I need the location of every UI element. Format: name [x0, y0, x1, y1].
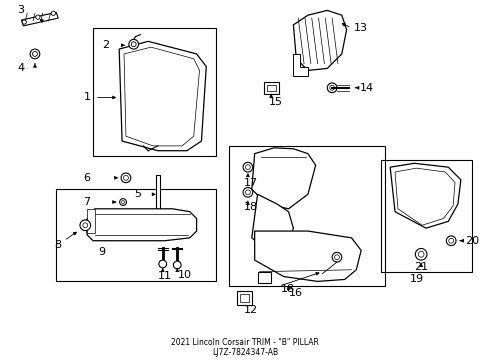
Bar — [240, 294, 249, 302]
Circle shape — [36, 15, 40, 19]
Text: 2: 2 — [102, 40, 109, 50]
Circle shape — [159, 260, 167, 268]
Text: 19: 19 — [410, 274, 424, 284]
Text: 18: 18 — [244, 202, 258, 212]
Circle shape — [418, 251, 424, 257]
Circle shape — [123, 175, 128, 180]
Text: 16: 16 — [289, 288, 302, 298]
Text: 10: 10 — [178, 270, 192, 280]
Circle shape — [129, 39, 139, 49]
Bar — [228, 146, 385, 286]
Bar — [265, 82, 279, 94]
Circle shape — [30, 49, 40, 59]
Circle shape — [327, 83, 337, 93]
Bar — [237, 291, 252, 305]
Circle shape — [243, 162, 253, 172]
Text: 3: 3 — [18, 5, 24, 15]
Circle shape — [32, 51, 37, 57]
Circle shape — [243, 188, 253, 197]
Polygon shape — [85, 209, 196, 241]
Bar — [258, 272, 271, 283]
Polygon shape — [252, 194, 294, 252]
Circle shape — [131, 42, 136, 47]
Text: 8: 8 — [54, 240, 61, 249]
Text: 17: 17 — [244, 178, 258, 188]
Circle shape — [83, 223, 88, 228]
Circle shape — [80, 220, 91, 230]
Polygon shape — [255, 231, 361, 282]
Bar — [381, 161, 472, 272]
Circle shape — [245, 165, 250, 170]
Polygon shape — [294, 10, 346, 71]
Text: 7: 7 — [83, 197, 91, 207]
Text: 6: 6 — [83, 173, 90, 183]
Polygon shape — [22, 12, 58, 26]
Text: 5: 5 — [134, 189, 142, 199]
Polygon shape — [390, 163, 461, 228]
Text: 11: 11 — [158, 271, 172, 280]
Circle shape — [173, 261, 181, 269]
Polygon shape — [156, 175, 160, 221]
Circle shape — [332, 252, 342, 262]
Text: 13: 13 — [353, 23, 368, 33]
Text: 20: 20 — [465, 236, 479, 246]
Circle shape — [120, 199, 126, 206]
Polygon shape — [294, 54, 308, 76]
Circle shape — [122, 201, 124, 203]
Polygon shape — [119, 41, 206, 151]
Circle shape — [245, 190, 250, 195]
Text: 4: 4 — [18, 63, 24, 73]
Circle shape — [330, 85, 335, 90]
Bar — [93, 28, 216, 156]
Circle shape — [416, 248, 427, 260]
Text: 14: 14 — [360, 83, 374, 93]
Circle shape — [446, 236, 456, 246]
Circle shape — [449, 238, 454, 243]
Text: 21: 21 — [415, 262, 429, 272]
Circle shape — [121, 173, 131, 183]
Circle shape — [51, 11, 55, 15]
Text: 9: 9 — [98, 247, 105, 257]
Circle shape — [22, 20, 26, 24]
Polygon shape — [252, 148, 316, 209]
Bar — [56, 189, 216, 282]
Text: 15: 15 — [269, 97, 283, 107]
Bar — [267, 85, 276, 91]
Text: 18: 18 — [281, 284, 295, 294]
Text: 12: 12 — [244, 305, 258, 315]
Circle shape — [335, 255, 340, 260]
Polygon shape — [87, 209, 95, 233]
Text: 2021 Lincoln Corsair TRIM - "B" PILLAR
LJ7Z-7824347-AB: 2021 Lincoln Corsair TRIM - "B" PILLAR L… — [171, 338, 319, 357]
Polygon shape — [124, 47, 199, 146]
Text: 1: 1 — [83, 93, 90, 103]
Polygon shape — [395, 168, 455, 225]
